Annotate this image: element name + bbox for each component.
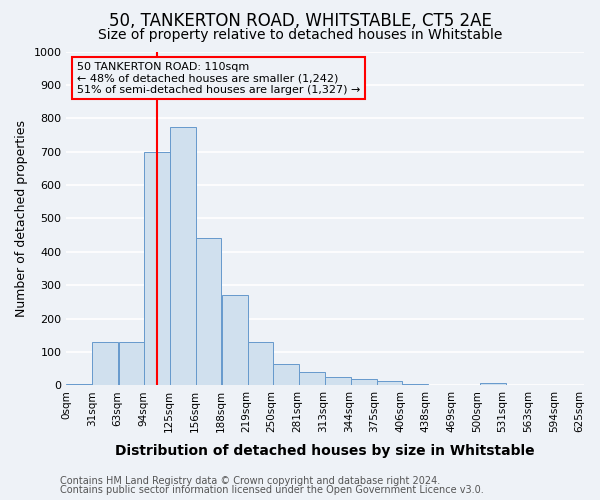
Bar [170,126,196,386]
Text: 50 TANKERTON ROAD: 110sqm
← 48% of detached houses are smaller (1,242)
51% of se: 50 TANKERTON ROAD: 110sqm ← 48% of detac… [77,62,360,94]
Text: 50, TANKERTON ROAD, WHITSTABLE, CT5 2AE: 50, TANKERTON ROAD, WHITSTABLE, CT5 2AE [109,12,491,30]
Text: Size of property relative to detached houses in Whitstable: Size of property relative to detached ho… [98,28,502,42]
Text: Contains HM Land Registry data © Crown copyright and database right 2024.: Contains HM Land Registry data © Crown c… [60,476,440,486]
Bar [377,382,403,386]
Bar [274,364,299,386]
Bar [403,384,428,386]
Bar [67,384,92,386]
Bar [299,372,325,386]
Bar [119,342,144,386]
Y-axis label: Number of detached properties: Number of detached properties [15,120,28,317]
Bar [351,378,377,386]
Bar [144,152,170,386]
Bar [92,342,118,386]
Text: Contains public sector information licensed under the Open Government Licence v3: Contains public sector information licen… [60,485,484,495]
Bar [222,295,248,386]
Bar [196,238,221,386]
Bar [325,377,351,386]
X-axis label: Distribution of detached houses by size in Whitstable: Distribution of detached houses by size … [115,444,535,458]
Bar [248,342,274,386]
Bar [480,382,506,386]
